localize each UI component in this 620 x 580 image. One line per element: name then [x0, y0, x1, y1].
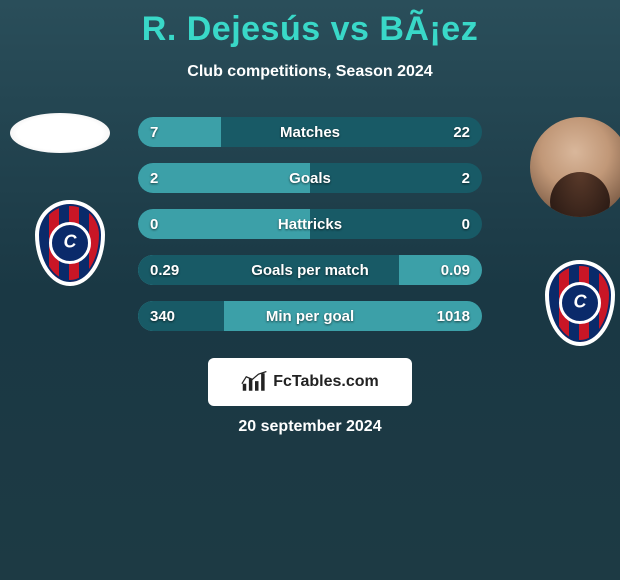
stat-bar-left-fill	[138, 163, 310, 193]
player-left-club-crest	[20, 193, 120, 293]
stat-value-right: 1018	[425, 301, 482, 331]
stat-bar-left-fill	[138, 301, 224, 331]
stat-value-right: 22	[441, 117, 482, 147]
watermark: FcTables.com	[208, 358, 412, 406]
stat-row: 0.29Goals per match0.09	[138, 255, 482, 285]
date-text: 20 september 2024	[0, 418, 620, 436]
stat-row: 0Hattricks0	[138, 209, 482, 239]
stat-row: 340Min per goal1018	[138, 301, 482, 331]
page-subtitle: Club competitions, Season 2024	[0, 63, 620, 81]
stat-bar-left-fill	[138, 117, 221, 147]
stat-value-right: 0	[450, 209, 482, 239]
player-right-avatar	[530, 117, 620, 217]
watermark-text: FcTables.com	[273, 373, 379, 391]
stat-bar-left-fill	[138, 255, 399, 285]
player-left-avatar	[10, 113, 110, 153]
stat-bar-left-fill	[138, 209, 310, 239]
crest-icon	[35, 200, 105, 286]
page-title: R. Dejesús vs BÃ¡ez	[0, 0, 620, 49]
stat-row: 2Goals2	[138, 163, 482, 193]
stat-value-right: 0.09	[429, 255, 482, 285]
comparison-content: 7Matches22 2Goals2 0Hattricks0 0.29Goals pe…	[0, 113, 620, 373]
crest-icon	[545, 260, 615, 346]
bar-chart-icon	[241, 371, 269, 393]
player-right-club-crest	[530, 253, 620, 353]
stat-bars: 7Matches22 2Goals2 0Hattricks0 0.29Goals pe…	[138, 117, 482, 347]
stat-row: 7Matches22	[138, 117, 482, 147]
stat-value-right: 2	[450, 163, 482, 193]
